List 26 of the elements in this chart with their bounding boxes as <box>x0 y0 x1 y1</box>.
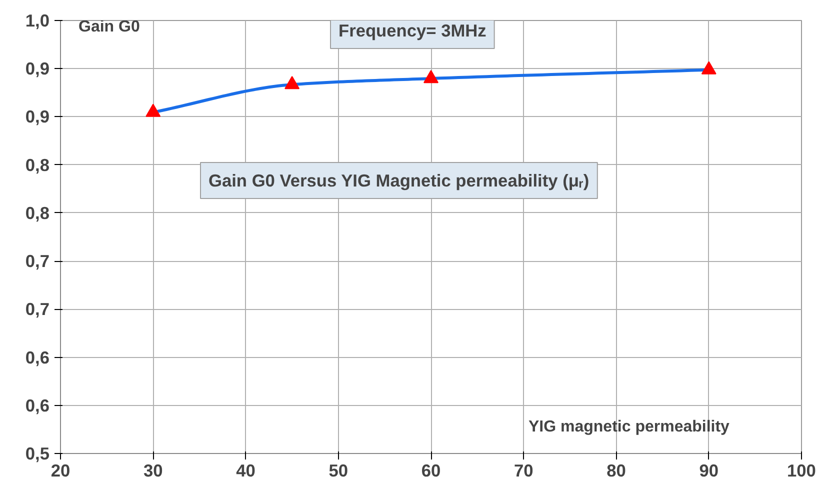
y-tick-label: 1,0 <box>25 10 50 30</box>
text: Gain G0 Versus YIG Magnetic permeability (μᵣ) <box>208 170 590 190</box>
y-tick-label: 0,6 <box>25 395 50 416</box>
x-tick-label: 60 <box>421 460 441 480</box>
x-tick-label: 90 <box>699 460 719 480</box>
y-tick-label: 0,6 <box>25 347 50 368</box>
x-axis-title: YIG magnetic permeability <box>528 418 730 436</box>
x-tick-label: 80 <box>606 460 626 480</box>
y-tick-label: 0,8 <box>25 202 50 223</box>
chart-subtitle: Frequency= 3MHz <box>338 20 487 40</box>
point <box>284 76 300 90</box>
x-tick-label: 100 <box>787 460 816 480</box>
point <box>424 70 438 84</box>
y-tick-label: 0,8 <box>25 154 50 175</box>
x-tick-label: 50 <box>328 460 348 480</box>
y-tick-label: 0,9 <box>25 58 50 79</box>
y-tick-label: 0,5 <box>25 444 50 464</box>
y-tick-label: 0,7 <box>25 251 50 272</box>
x-tick-label: 20 <box>50 460 70 480</box>
x-tick-label: 30 <box>143 460 163 480</box>
x-tick-label: 70 <box>514 460 534 480</box>
x-tick-label: 40 <box>236 460 256 480</box>
y-tick-label: 0,9 <box>25 106 50 127</box>
point <box>146 104 161 117</box>
y-tick-label: 0,7 <box>25 299 50 320</box>
point <box>701 61 716 74</box>
